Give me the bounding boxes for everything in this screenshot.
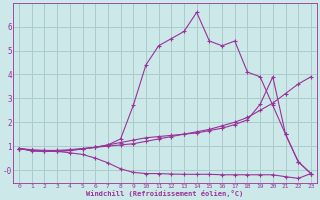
X-axis label: Windchill (Refroidissement éolien,°C): Windchill (Refroidissement éolien,°C) (86, 190, 244, 197)
